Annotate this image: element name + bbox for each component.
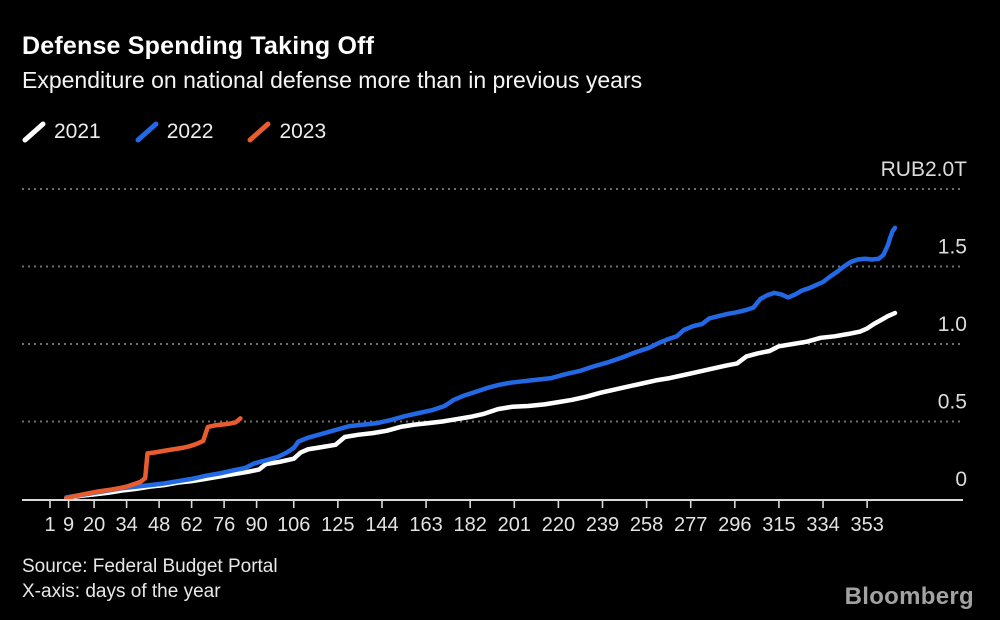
legend-label-2021: 2021 xyxy=(54,120,101,143)
bloomberg-logo: Bloomberg xyxy=(844,583,974,610)
x-tick-label: 353 xyxy=(850,514,883,536)
x-tick-label: 258 xyxy=(630,514,663,536)
x-tick-label: 334 xyxy=(806,514,839,536)
x-tick-label: 76 xyxy=(213,514,235,536)
x-tick-label: 20 xyxy=(83,514,105,536)
y-tick-label: 1.0 xyxy=(938,313,967,336)
x-tick-label: 201 xyxy=(498,514,531,536)
x-tick-label: 106 xyxy=(277,514,310,536)
legend-item-2022: 2022 xyxy=(135,120,214,144)
x-tick-label: 62 xyxy=(180,514,202,536)
y-tick-label: RUB2.0T xyxy=(881,158,968,181)
legend-item-2023: 2023 xyxy=(247,120,326,144)
chart-subtitle: Expenditure on national defense more tha… xyxy=(22,67,643,93)
source-note: Source: Federal Budget Portal xyxy=(22,556,278,577)
x-tick-label: 48 xyxy=(148,514,170,536)
xaxis-note: X-axis: days of the year xyxy=(22,581,221,602)
y-tick-label: 0.5 xyxy=(938,391,967,414)
line-swatch-icon xyxy=(247,121,271,143)
y-tick-label: 1.5 xyxy=(938,236,967,259)
series-line-2021 xyxy=(64,310,898,501)
chart-footer: Source: Federal Budget Portal X-axis: da… xyxy=(22,554,278,604)
chart-legend: 2021 2022 2023 xyxy=(22,118,326,146)
x-tick-label: 182 xyxy=(453,514,486,536)
y-tick-label: 0 xyxy=(955,468,967,491)
x-axis: 1 9 20 34 48 62 76 90 106 125 144 163 182 201 220 239 25… xyxy=(22,499,963,536)
x-tick-label: 163 xyxy=(409,514,442,536)
x-tick-label: 220 xyxy=(542,514,575,536)
line-swatch-icon xyxy=(135,121,159,143)
gridlines xyxy=(22,188,963,423)
x-tick-label: 34 xyxy=(115,514,137,536)
x-tick-label: 144 xyxy=(365,514,398,536)
x-tick-label: 125 xyxy=(321,514,354,536)
line-swatch-icon xyxy=(22,121,46,143)
y-axis-labels: RUB2.0T 1.5 1.0 0.5 0 xyxy=(881,158,968,491)
chart-title: Defense Spending Taking Off xyxy=(22,32,375,60)
x-tick-label: 315 xyxy=(762,514,795,536)
x-tick-label: 296 xyxy=(718,514,751,536)
legend-label-2022: 2022 xyxy=(166,120,214,143)
series-line-2023 xyxy=(64,416,243,501)
legend-label-2023: 2023 xyxy=(279,120,327,143)
legend-item-2021: 2021 xyxy=(22,120,101,144)
x-tick-label: 1 xyxy=(44,514,55,536)
series-line-2022 xyxy=(64,225,898,500)
x-tick-label: 277 xyxy=(674,514,707,536)
x-tick-label: 90 xyxy=(245,514,267,536)
x-tick-label: 9 xyxy=(63,514,74,536)
x-tick-label: 239 xyxy=(586,514,619,536)
